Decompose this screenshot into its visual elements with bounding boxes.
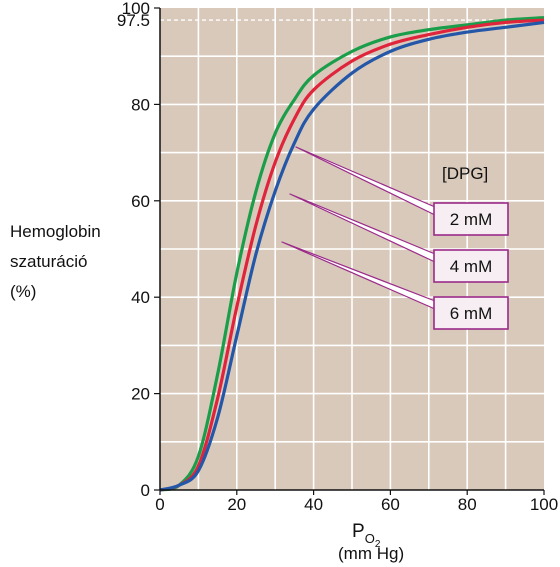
legend-label-1: 2 mM	[450, 210, 493, 229]
y-tick-labels: 0 20 40 60 80 100	[122, 0, 150, 500]
x-tick-labels: 0 20 40 60 80 100	[155, 495, 558, 514]
x-axis-unit: (mm Hg)	[338, 544, 404, 563]
y-axis-label-line-1: Hemoglobin	[10, 222, 101, 241]
y-tick-label-60: 60	[131, 192, 150, 211]
y-tick-label-100: 100	[122, 0, 150, 18]
grid-lines	[160, 8, 544, 490]
x-axis-label: PO2	[352, 521, 381, 550]
legend-title: [DPG]	[442, 164, 488, 183]
y-tick-label-20: 20	[131, 385, 150, 404]
legend-box-1	[433, 202, 509, 236]
y-tick-label-80: 80	[131, 95, 150, 114]
legend-label-2: 4 mM	[450, 257, 493, 276]
legend-box-2	[433, 249, 509, 283]
x-tick-label-40: 40	[304, 495, 323, 514]
legend-label-3: 6 mM	[450, 304, 493, 323]
curve-6-mm	[159, 20, 545, 492]
x-tick-label-100: 100	[530, 495, 558, 514]
y-tick-label-0: 0	[141, 481, 150, 500]
legend-pointers	[281, 146, 436, 310]
x-tick-label-80: 80	[458, 495, 477, 514]
x-tick-label-0: 0	[155, 495, 164, 514]
y-axis-label-line-2: szaturáció	[10, 252, 88, 271]
curve-4-mm	[159, 18, 545, 492]
y-tick-label-40: 40	[131, 288, 150, 307]
axes	[154, 7, 545, 495]
curve-2-mm	[159, 16, 545, 492]
reference-tick-label: 97.5	[117, 11, 150, 30]
x-tick-label-20: 20	[227, 495, 246, 514]
legend-box-3	[433, 296, 509, 330]
y-axis-label-line-3: (%)	[10, 282, 37, 301]
x-tick-label-60: 60	[381, 495, 400, 514]
legend: 2 mM 4 mM 6 mM	[433, 202, 509, 330]
curves	[159, 16, 545, 492]
